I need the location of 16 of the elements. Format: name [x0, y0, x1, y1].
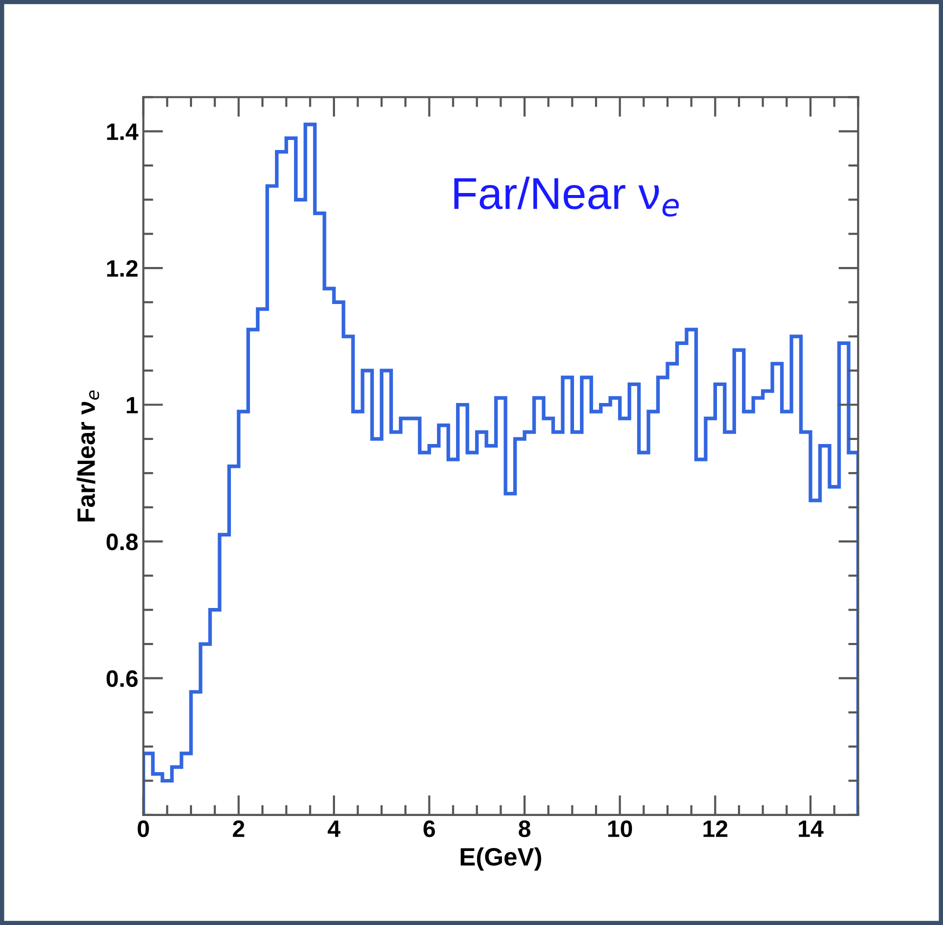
- x-tick-label: 10: [608, 820, 632, 838]
- x-tick-label: 6: [424, 820, 435, 838]
- y-tick-label: 1: [126, 397, 138, 414]
- x-tick-label: 12: [704, 820, 728, 837]
- annotation: Far/Near ν$_{e}$: [454, 176, 679, 217]
- x-tick-label: 8: [518, 820, 530, 838]
- x-tick-label: 4: [328, 820, 340, 837]
- x-tick-label: 14: [798, 820, 824, 837]
- x-tick-label: 2: [232, 820, 244, 837]
- x-axis-title: E(GeV): [460, 847, 542, 871]
- y-tick-label: 1.4: [107, 124, 138, 140]
- y-axis-title: Far/Near ν$_{e}$: [76, 390, 100, 522]
- y-tick-label: 0.6: [106, 670, 138, 687]
- y-tick-label: 0.8: [106, 534, 138, 550]
- x-tick-label: 0: [138, 820, 149, 838]
- y-tick-label: 1.2: [107, 260, 138, 277]
